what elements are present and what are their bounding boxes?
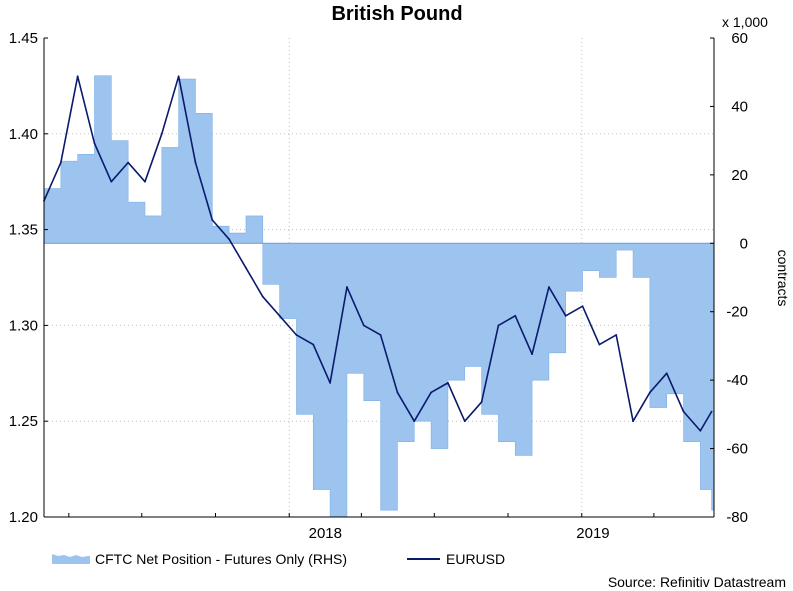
eurusd-point [430,391,432,394]
y-right-tick-label: 40 [731,98,748,115]
eurusd-point [194,161,197,164]
right-axis-label: contracts [775,250,791,307]
axes-group [43,37,715,518]
legend-label-cftc: CFTC Net Position - Futures Only (RHS) [95,551,347,567]
eurusd-point [548,286,550,288]
eurusd-point [379,334,382,336]
eurusd-point [598,343,601,346]
eurusd-point [463,420,466,423]
y-right-tick-label: -80 [726,509,748,526]
legend: CFTC Net Position - Futures Only (RHS) E… [52,551,505,567]
eurusd-point [648,391,651,394]
y-right-tick-label: -40 [726,372,748,389]
eurusd-point [144,180,146,183]
eurusd-point [665,372,668,375]
right-axis-multiplier-label: x 1,000 [722,14,768,30]
eurusd-point [480,401,483,403]
y-right-tick-label: 60 [731,30,748,47]
eurusd-point [447,381,449,384]
eurusd-point [514,314,517,317]
eurusd-point [177,75,180,78]
eurusd-point [211,219,214,221]
eurusd-point [682,410,685,413]
chart-title: British Pound [331,3,462,25]
area-series-group [43,75,715,518]
eurusd-point [127,161,130,164]
y-left-tick-label: 1.25 [9,413,38,430]
eurusd-point [329,381,332,384]
eurusd-point [497,324,500,327]
y-left-tick-label: 1.20 [9,509,38,526]
eurusd-point [413,420,416,423]
eurusd-point [346,286,348,288]
eurusd-point [710,410,713,413]
eurusd-point [228,238,231,241]
y-right-tick-label: -20 [726,304,748,321]
y-right-tick-label: -60 [726,441,748,458]
x-tick-label: 2018 [309,525,342,542]
eurusd-point [295,334,298,336]
area-series-cftc [43,75,715,518]
y-left-tick-label: 1.40 [9,126,38,143]
y-right-tick-label: 20 [731,167,748,184]
eurusd-point [278,314,281,317]
y-left-tick-label: 1.45 [9,30,38,47]
eurusd-point [110,180,113,183]
x-tick-label: 2019 [576,525,609,542]
y-left-tick-label: 1.30 [9,317,38,334]
eurusd-point [632,420,634,423]
eurusd-point [261,295,264,298]
eurusd-point [245,267,247,269]
eurusd-point [615,334,618,336]
legend-label-eurusd: EURUSD [446,551,505,567]
source-note: Source: Refinitiv Datastream [608,574,786,590]
eurusd-point [160,132,163,135]
eurusd-point [396,391,399,394]
eurusd-point [93,142,96,145]
eurusd-point [362,324,365,327]
legend-area-swatch [52,554,90,564]
eurusd-point [564,314,567,317]
eurusd-point [699,429,702,432]
eurusd-point [76,75,79,78]
eurusd-point [531,353,533,356]
line-series-group [43,75,713,432]
eurusd-point [312,343,315,346]
y-left-tick-label: 1.35 [9,222,38,239]
y-right-tick-label: 0 [740,235,748,252]
eurusd-point [59,161,62,164]
eurusd-point [581,305,584,308]
tick-labels-group: 1.20 1.25 1.30 1.35 1.40 1.45 -80 -60 -40 -20 0 20 4… [9,30,748,542]
